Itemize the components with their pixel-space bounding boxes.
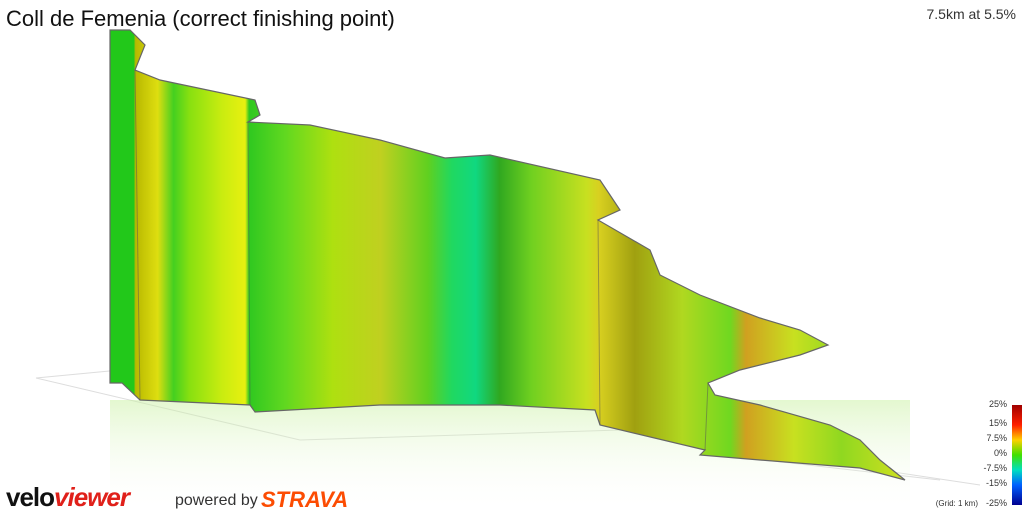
legend-tick-label: 15% [988, 418, 1007, 428]
title: Coll de Femenia (correct finishing point… [6, 6, 395, 31]
legend-tick-label: -15% [985, 478, 1007, 488]
legend-tick-label: 0% [993, 448, 1007, 458]
summary: 7.5km at 5.5% [926, 6, 1017, 22]
legend-tick-label: -7.5% [983, 463, 1007, 473]
legend-tick-label: 7.5% [986, 433, 1007, 443]
grid-note: (Grid: 1 km) [935, 499, 978, 508]
legend-tick-label: 25% [988, 399, 1007, 409]
strava-logo[interactable]: STRAVA [261, 487, 349, 512]
legend-tick-label: -25% [985, 498, 1007, 508]
logo-viewer: viewer [54, 482, 130, 512]
powered-by: powered by [175, 492, 258, 509]
gradient-scale [1012, 405, 1022, 505]
logo-velo: velo [6, 482, 55, 512]
elevation-wall [109, 29, 906, 481]
folds [134, 69, 709, 451]
logo[interactable]: veloviewer [6, 482, 130, 513]
